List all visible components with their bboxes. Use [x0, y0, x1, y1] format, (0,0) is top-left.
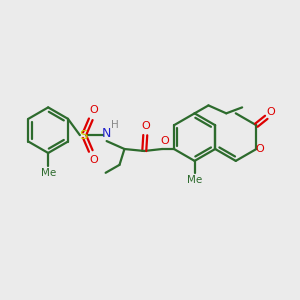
Text: S: S	[79, 129, 87, 142]
Text: Me: Me	[187, 175, 202, 185]
Text: N: N	[102, 127, 111, 140]
Text: Me: Me	[40, 168, 56, 178]
Text: O: O	[255, 144, 264, 154]
Text: O: O	[141, 121, 150, 131]
Text: O: O	[89, 155, 98, 165]
Text: H: H	[111, 120, 119, 130]
Text: O: O	[161, 136, 170, 146]
Text: O: O	[267, 107, 276, 117]
Text: O: O	[89, 105, 98, 116]
